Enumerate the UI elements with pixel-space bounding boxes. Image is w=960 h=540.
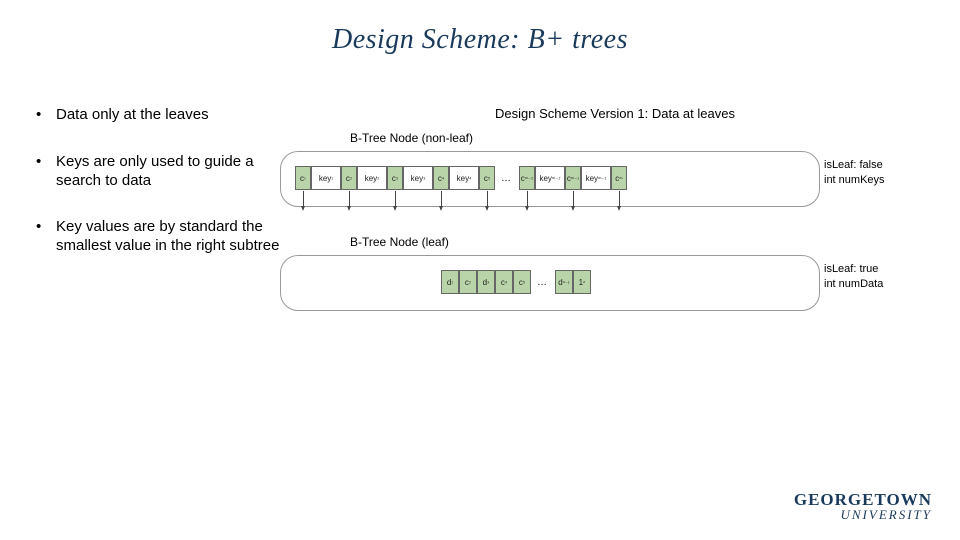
data-cell: c₄ (495, 270, 513, 294)
pointer-arrow-icon (487, 191, 488, 209)
leaf-cells: d₁c₂d₃c₄c₅…dₙ₋₁1ₙ (441, 270, 591, 294)
content-area: Data only at the leaves Keys are only us… (0, 106, 960, 339)
data-cell: 1ₙ (573, 270, 591, 294)
key-cell: key₃ (403, 166, 433, 190)
child-pointer-cell: c₄ (433, 166, 449, 190)
leaf-section: B-Tree Node (leaf) d₁c₂d₃c₄c₅…dₙ₋₁1ₙ isL… (280, 235, 950, 311)
nonleaf-section: B-Tree Node (non-leaf) c₁key₁c₂key₂c₃key… (280, 131, 950, 207)
ellipsis: … (531, 277, 555, 288)
georgetown-logo: GEORGETOWN UNIVERSITY (794, 491, 932, 522)
child-pointer-cell: c₂ (341, 166, 357, 190)
data-cell: d₃ (477, 270, 495, 294)
bullet-item: Keys are only used to guide a search to … (36, 153, 280, 191)
pointer-arrow-icon (619, 191, 620, 209)
bullet-item: Key values are by standard the smallest … (36, 218, 280, 256)
pointer-arrow-icon (395, 191, 396, 209)
annot-isleaf: isLeaf: false (824, 158, 919, 173)
child-pointer-cell: c₁ (295, 166, 311, 190)
data-cell: c₂ (459, 270, 477, 294)
data-cell: dₙ₋₁ (555, 270, 573, 294)
nonleaf-container: c₁key₁c₂key₂c₃key₃c₄key₄c₅…cₘ₋₂keyₘ₋₂cₘ₋… (280, 151, 820, 207)
slide-title: Design Scheme: B+ trees (0, 0, 960, 56)
bullet-list: Data only at the leaves Keys are only us… (0, 106, 280, 339)
leaf-container: d₁c₂d₃c₄c₅…dₙ₋₁1ₙ isLeaf: true int numDa… (280, 255, 820, 311)
key-cell: key₁ (311, 166, 341, 190)
data-cell: d₁ (441, 270, 459, 294)
pointer-arrow-icon (349, 191, 350, 209)
ellipsis: … (495, 173, 519, 184)
nonleaf-annotation: isLeaf: false int numKeys (824, 158, 919, 189)
child-pointer-cell: cₘ₋₂ (519, 166, 535, 190)
logo-main: GEORGETOWN (794, 491, 932, 509)
diagram-title: Design Scheme Version 1: Data at leaves (280, 106, 950, 121)
nonleaf-header: B-Tree Node (non-leaf) (350, 131, 950, 145)
data-cell: c₅ (513, 270, 531, 294)
diagram-area: Design Scheme Version 1: Data at leaves … (280, 106, 960, 339)
child-pointer-cell: cₘ (611, 166, 627, 190)
logo-sub: UNIVERSITY (794, 508, 932, 522)
annot-isleaf: isLeaf: true (824, 262, 919, 277)
annot-numdata: int numData (824, 277, 919, 292)
leaf-annotation: isLeaf: true int numData (824, 262, 919, 293)
leaf-header: B-Tree Node (leaf) (350, 235, 950, 249)
pointer-arrow-icon (573, 191, 574, 209)
child-pointer-cell: c₅ (479, 166, 495, 190)
key-cell: key₄ (449, 166, 479, 190)
nonleaf-cells: c₁key₁c₂key₂c₃key₃c₄key₄c₅…cₘ₋₂keyₘ₋₂cₘ₋… (295, 166, 627, 190)
child-pointer-cell: cₘ₋₁ (565, 166, 581, 190)
bullet-item: Data only at the leaves (36, 106, 280, 125)
pointer-arrow-icon (527, 191, 528, 209)
pointer-arrow-icon (303, 191, 304, 209)
annot-numkeys: int numKeys (824, 173, 919, 188)
key-cell: keyₘ₋₁ (581, 166, 611, 190)
child-pointer-cell: c₃ (387, 166, 403, 190)
pointer-arrow-icon (441, 191, 442, 209)
key-cell: keyₘ₋₂ (535, 166, 565, 190)
key-cell: key₂ (357, 166, 387, 190)
